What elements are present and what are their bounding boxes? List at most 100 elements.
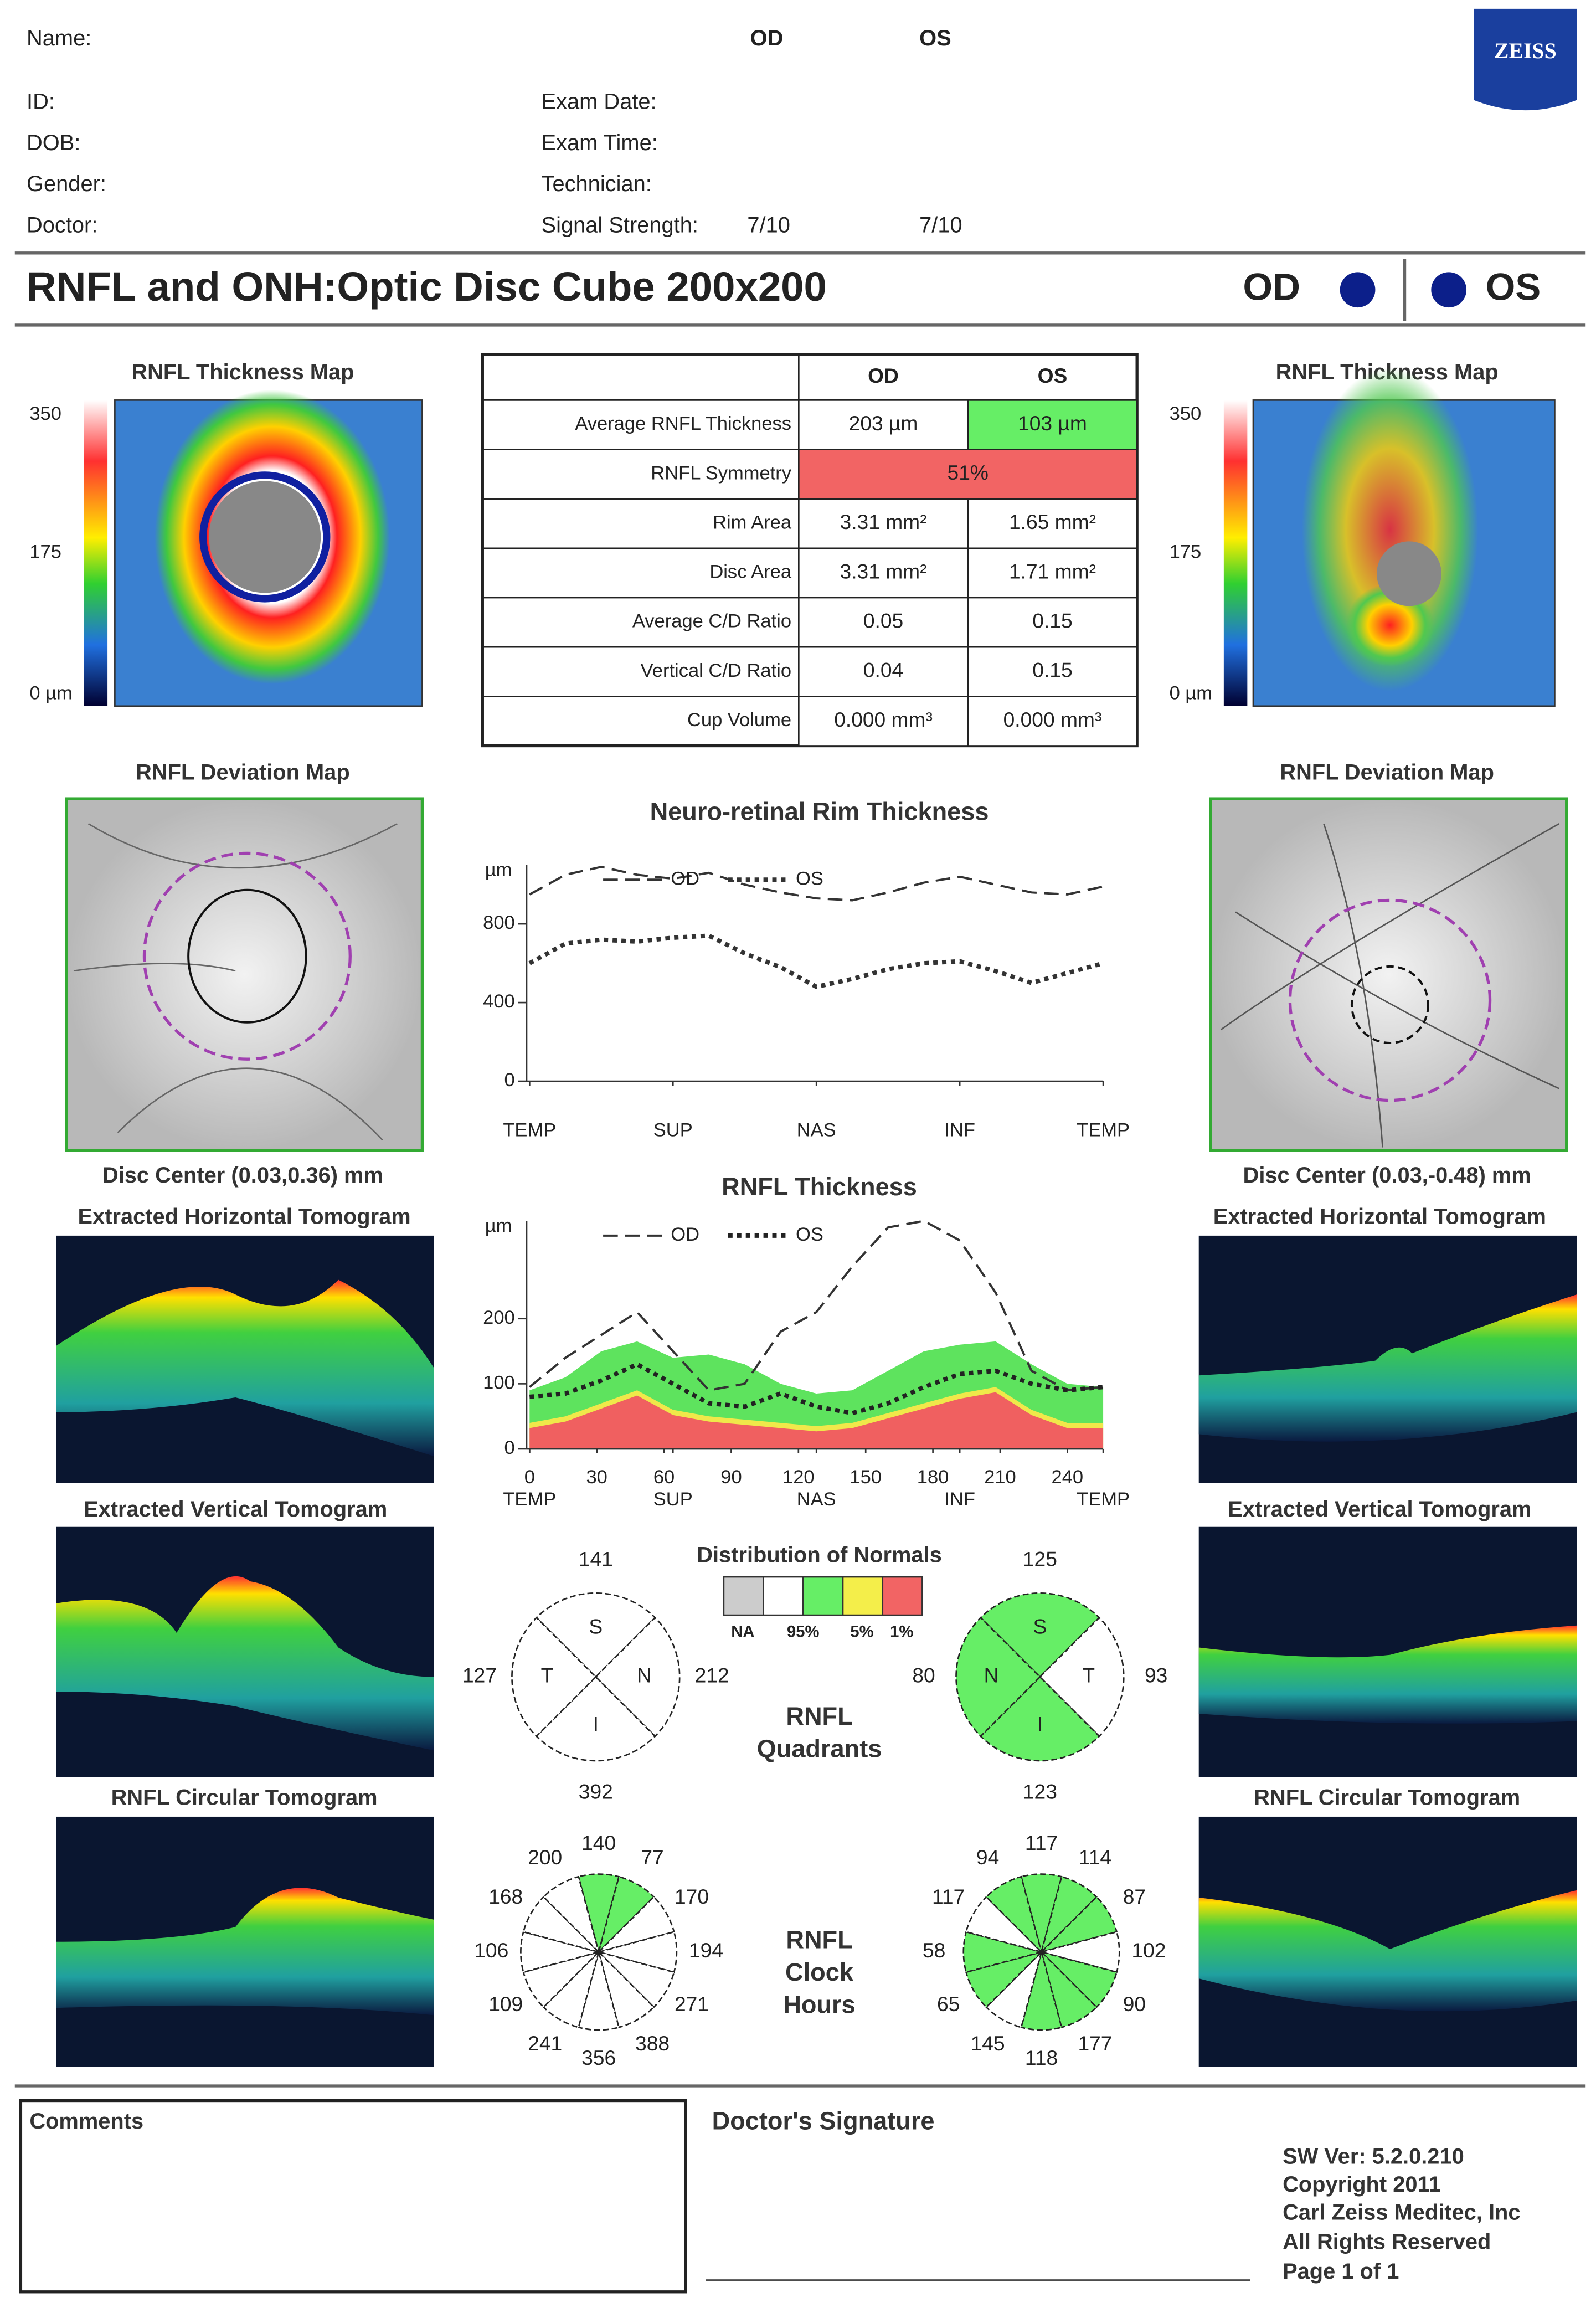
clock-value: 117 xyxy=(932,1885,965,1908)
clock-sector xyxy=(965,1895,1044,1954)
x-tick-label: 210 xyxy=(984,1467,1016,1488)
quadrant-value: 125 xyxy=(1023,1548,1057,1571)
thickness-map xyxy=(114,389,423,707)
y-tick-label: 100 xyxy=(483,1373,515,1394)
clock-sector xyxy=(578,1949,620,2031)
signal-os: 7/10 xyxy=(919,213,962,238)
tomogram-label: Extracted Horizontal Tomogram xyxy=(78,1205,410,1229)
clock-label: Clock xyxy=(785,1958,854,1986)
clock-value: 271 xyxy=(675,1992,709,2016)
clock-sector xyxy=(597,1949,655,2028)
cell-text: 0.05 xyxy=(863,609,903,632)
clock-value: 241 xyxy=(528,2032,562,2055)
quadrant-sector xyxy=(955,1616,1041,1738)
clock-value: 177 xyxy=(1078,2032,1112,2055)
clock-sector xyxy=(1039,1875,1098,1955)
footer-info: SW Ver: 5.2.0.210 xyxy=(1283,2145,1464,2169)
map-label: RNFL Deviation Map xyxy=(1280,760,1494,784)
legend-label: OS xyxy=(796,868,823,889)
cell xyxy=(967,646,1138,697)
scale-label: 175 xyxy=(1170,542,1202,563)
footer-info: Copyright 2011 xyxy=(1283,2172,1441,2197)
quadrant-value: 141 xyxy=(579,1548,613,1571)
sector-letter: I xyxy=(1037,1712,1043,1735)
clock-sector xyxy=(1020,1873,1063,1955)
sector-letter: N xyxy=(637,1663,652,1687)
eye-os: OS xyxy=(1486,265,1541,308)
x-tick-label: 240 xyxy=(1052,1467,1084,1488)
x-tick-label: TEMP xyxy=(503,1119,556,1140)
eye-dot xyxy=(1431,272,1467,308)
quadrant-sector xyxy=(594,1616,681,1738)
chart-title: RNFL Thickness xyxy=(722,1173,917,1201)
x-tick-label: 90 xyxy=(720,1467,742,1488)
clock-value: 94 xyxy=(976,1846,999,1869)
series-line xyxy=(529,1361,1104,1416)
id-label: ID: xyxy=(27,89,55,114)
quadrant-label: Quadrants xyxy=(757,1734,882,1762)
normals-label: 5% xyxy=(850,1623,873,1641)
sector-letter: N xyxy=(984,1663,999,1687)
x-tick-label: 150 xyxy=(850,1467,882,1488)
cell xyxy=(967,696,1138,747)
y-tick-label: 400 xyxy=(483,991,515,1012)
cell-text: 0.04 xyxy=(863,659,903,682)
clock-sector xyxy=(1039,1895,1118,1954)
x-tick-label: TEMP xyxy=(1077,1119,1130,1140)
quadrant-sector xyxy=(535,1675,656,1762)
quadrant-sector xyxy=(979,1592,1100,1678)
series-line xyxy=(529,866,1104,902)
column-header: OS xyxy=(1038,364,1068,387)
cell xyxy=(967,547,1138,599)
x-tick-label: TEMP xyxy=(1077,1489,1130,1510)
y-unit: µm xyxy=(485,1215,512,1236)
clock-value: 114 xyxy=(1079,1846,1111,1869)
legend-label: OD xyxy=(671,1224,699,1245)
clock-sector xyxy=(578,1873,620,1955)
clock-sector xyxy=(542,1949,600,2028)
quadrant-sector xyxy=(511,1616,597,1738)
clock-sector xyxy=(596,1895,675,1954)
quadrant-value: 212 xyxy=(695,1663,729,1687)
signature-label: Doctor's Signature xyxy=(712,2106,935,2135)
clock-value: 90 xyxy=(1123,1992,1146,2016)
row-label: Average C/D Ratio xyxy=(632,611,791,632)
cell-text: 1.65 mm² xyxy=(1009,510,1096,533)
cell xyxy=(797,597,969,648)
x-tick-label: SUP xyxy=(653,1119,693,1140)
cell-text: 3.31 mm² xyxy=(840,510,927,533)
clock-sector xyxy=(1038,1931,1120,1973)
y-tick-label: 0 xyxy=(504,1070,515,1091)
footer-info: Page 1 of 1 xyxy=(1283,2259,1399,2284)
scale-label: 0 µm xyxy=(1170,683,1212,704)
eye-od: OD xyxy=(1243,265,1300,308)
disc-center: Disc Center (0.03,0.36) mm xyxy=(102,1163,383,1188)
gender-label: Gender: xyxy=(27,172,106,196)
x-tick-label: 120 xyxy=(782,1467,815,1488)
row-label: RNFL Symmetry xyxy=(651,462,792,484)
clock-value: 65 xyxy=(937,1992,960,2016)
deviation-map xyxy=(1209,797,1568,1152)
color-bar xyxy=(84,400,108,706)
clock-value: 194 xyxy=(689,1939,723,1962)
cell-text: 103 µm xyxy=(1018,412,1087,435)
clock-sector xyxy=(522,1950,601,2008)
legend-label: OS xyxy=(796,1224,823,1245)
sector-letter: S xyxy=(589,1615,603,1638)
signal-label: Signal Strength: xyxy=(542,213,698,238)
tomogram xyxy=(56,1526,434,1777)
clock-sector xyxy=(965,1950,1044,2008)
clock-sector xyxy=(597,1875,655,1955)
od-label: OD xyxy=(750,26,784,50)
quadrant-value: 392 xyxy=(579,1780,613,1803)
tomogram xyxy=(1198,1816,1577,2067)
doctor-label: Doctor: xyxy=(27,213,97,238)
exam-date-label: Exam Date: xyxy=(542,89,657,114)
logo-text: ZEISS xyxy=(1494,39,1557,63)
os-label: OS xyxy=(919,26,951,50)
normals-swatch xyxy=(723,1576,764,1616)
chart-title: Neuro-retinal Rim Thickness xyxy=(650,798,989,826)
quadrant-value: 93 xyxy=(1145,1663,1167,1687)
normals-label: 1% xyxy=(890,1623,913,1641)
cell xyxy=(797,399,969,450)
